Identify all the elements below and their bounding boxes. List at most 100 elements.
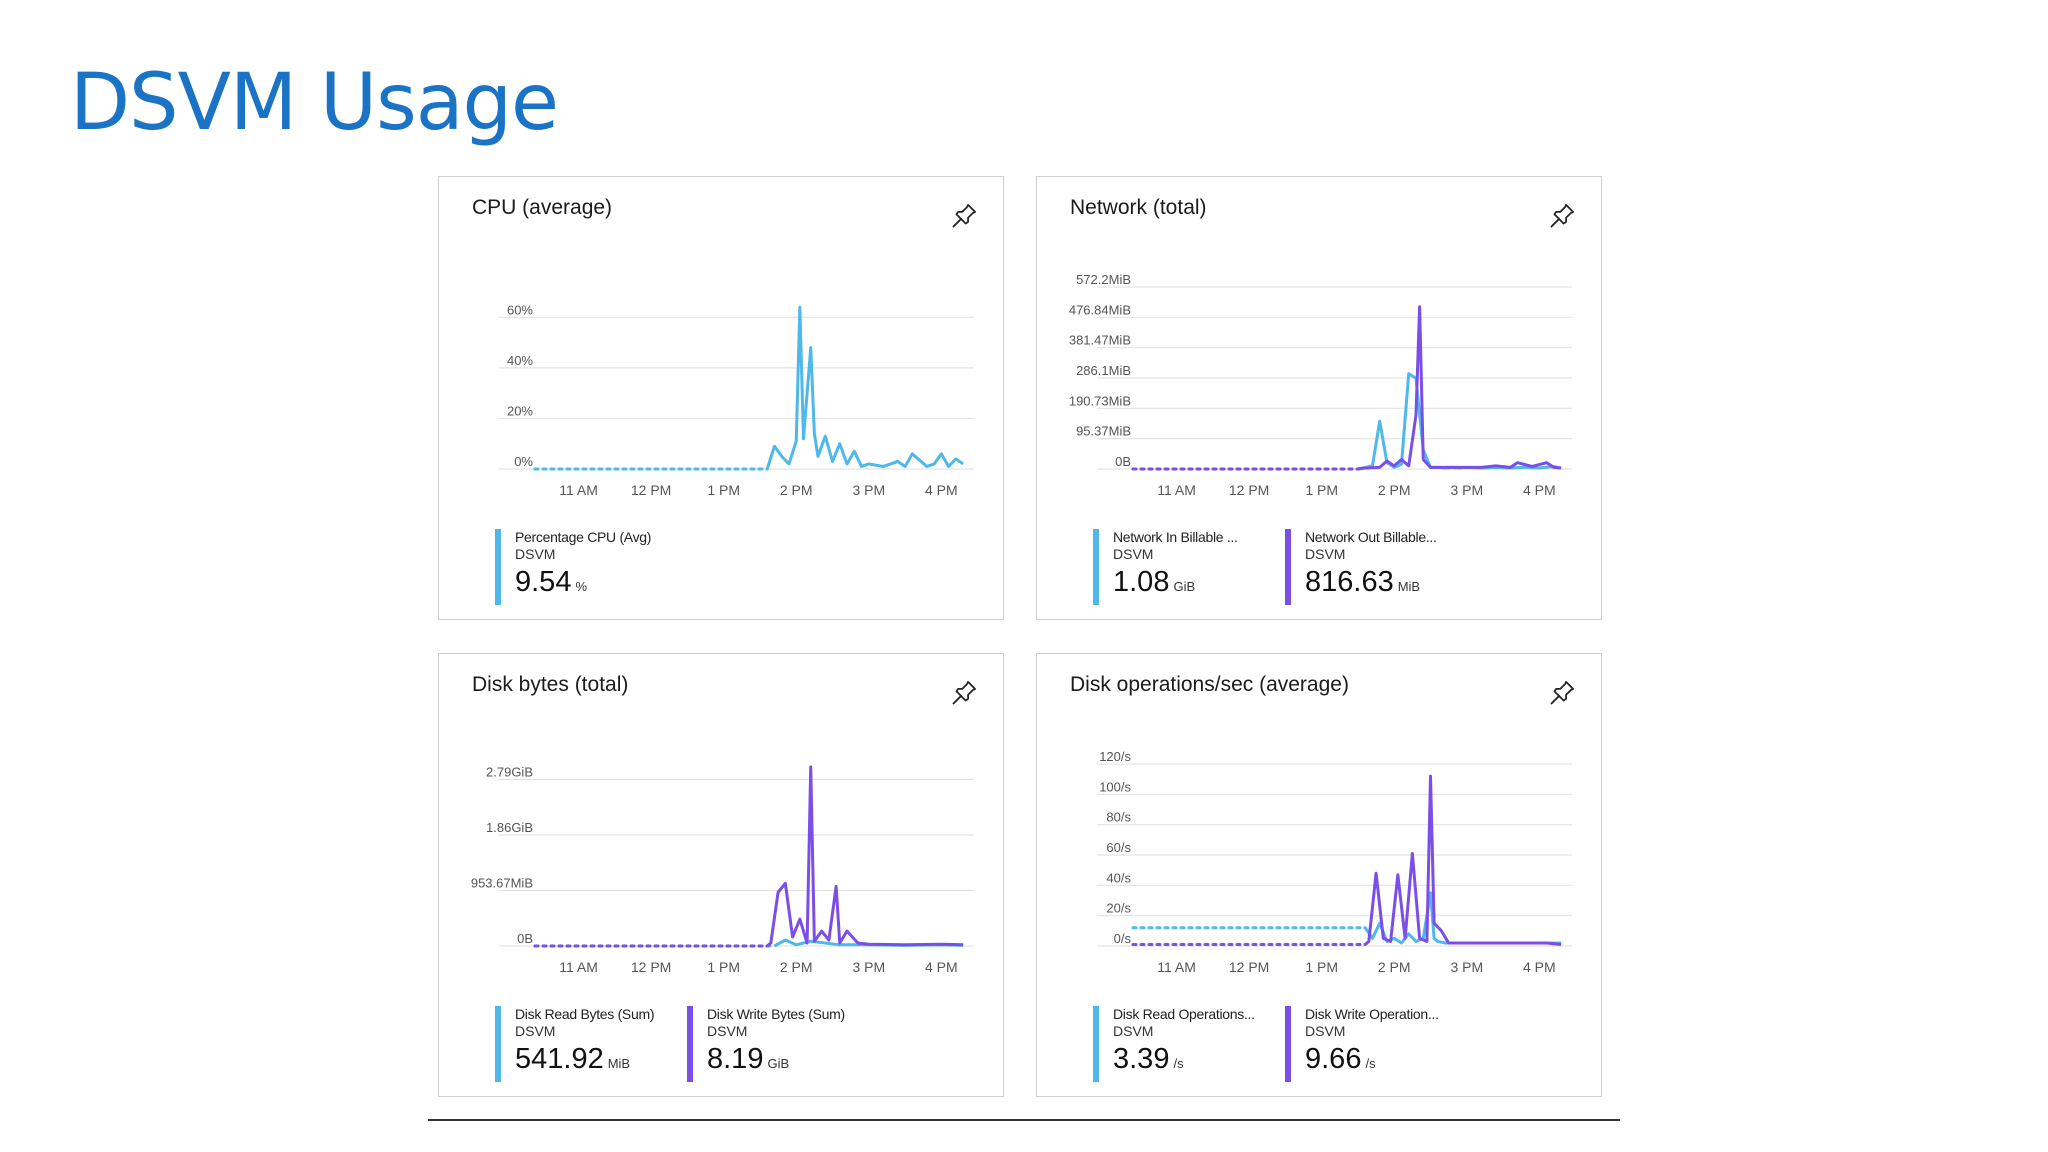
y-tick-label: 381.47MiB	[1069, 333, 1131, 348]
legend-value: 9.54%	[515, 564, 651, 605]
legend-value-unit: /s	[1365, 1056, 1376, 1071]
x-tick-label: 4 PM	[1523, 482, 1556, 498]
legend-value-number: 3.39	[1113, 1043, 1170, 1075]
y-tick-label: 0B	[1115, 454, 1131, 469]
y-tick-label: 60%	[507, 302, 533, 317]
legend-series-name: Disk Read Operations...	[1113, 1006, 1255, 1022]
legend-value-number: 9.66	[1305, 1043, 1362, 1075]
x-tick-label: 11 AM	[559, 482, 598, 498]
legend-resource-name: DSVM	[1305, 1023, 1346, 1039]
y-tick-label: 40/s	[1106, 870, 1131, 885]
y-tick-label: 100/s	[1099, 779, 1131, 794]
disk-bytes-chart-card[interactable]: Disk bytes (total) 0B 953.67MiB 1.86GiB 2.7…	[438, 653, 1004, 1097]
pin-icon	[952, 204, 976, 228]
x-tick-label: 2 PM	[1378, 959, 1411, 975]
bottom-divider	[428, 1119, 1620, 1121]
x-tick-label: 11 AM	[1157, 959, 1196, 975]
pin-button[interactable]	[1545, 676, 1579, 710]
legend-value-unit: GiB	[1173, 579, 1196, 594]
cpu-chart-card[interactable]: CPU (average) 0% 20% 40% 60% 11 AM 12 PM 1 PM 2…	[438, 176, 1004, 620]
x-tick-label: 4 PM	[1523, 959, 1556, 975]
y-tick-label: 2.79GiB	[486, 765, 533, 780]
x-tick-label: 12 PM	[631, 959, 671, 975]
x-tick-label: 4 PM	[925, 482, 958, 498]
y-tick-label: 40%	[507, 353, 533, 368]
x-tick-label: 1 PM	[707, 482, 740, 498]
legend-series-name: Disk Read Bytes (Sum)	[515, 1006, 655, 1022]
x-tick-label: 1 PM	[1305, 959, 1338, 975]
y-tick-label: 0%	[514, 454, 533, 469]
legend-percentage-cpu[interactable]: Percentage CPU (Avg) DSVM 9.54%	[495, 529, 651, 605]
legend-value-unit: MiB	[1397, 579, 1421, 594]
legend-series-name: Disk Write Operation...	[1305, 1006, 1439, 1022]
series-line	[1357, 305, 1562, 471]
x-tick-label: 3 PM	[852, 959, 885, 975]
legend-value: 816.63 MiB	[1305, 564, 1437, 605]
legend-disk-read-bytes[interactable]: Disk Read Bytes (Sum) DSVM 541.92 MiB	[495, 1006, 654, 1082]
legend-value-number: 541.92	[515, 1043, 604, 1075]
legend-value-number: 1.08	[1113, 566, 1170, 598]
legend-value-number: 8.19	[707, 1043, 764, 1075]
x-tick-label: 3 PM	[852, 482, 885, 498]
x-tick-label: 1 PM	[707, 959, 740, 975]
y-tick-label: 20%	[507, 403, 533, 418]
x-tick-label: 11 AM	[1157, 482, 1196, 498]
x-tick-label: 11 AM	[559, 959, 598, 975]
pin-button[interactable]	[947, 199, 981, 233]
y-tick-label: 190.73MiB	[1069, 393, 1131, 408]
card-title: Disk operations/sec (average)	[1070, 673, 1349, 696]
y-tick-label: 20/s	[1106, 901, 1131, 916]
legend-value: 1.08 GiB	[1113, 564, 1238, 605]
disk-operations-chart-card[interactable]: Disk operations/sec (average) 0/s 20/s 40/…	[1036, 653, 1602, 1097]
x-tick-label: 2 PM	[1378, 482, 1411, 498]
x-tick-label: 1 PM	[1305, 482, 1338, 498]
series-line	[765, 305, 964, 470]
x-tick-label: 3 PM	[1450, 482, 1483, 498]
pin-icon	[1550, 204, 1574, 228]
card-title: CPU (average)	[472, 196, 613, 219]
network-chart-card[interactable]: Network (total) 0B 95.37MiB 190.73MiB 286.1…	[1036, 176, 1602, 620]
x-tick-label: 2 PM	[780, 482, 813, 498]
legend-disk-write-bytes[interactable]: Disk Write Bytes (Sum) DSVM 8.19 GiB	[687, 1006, 845, 1082]
legend-network-out[interactable]: Network Out Billable... DSVM 816.63 MiB	[1285, 529, 1437, 605]
legend-value-unit: %	[575, 579, 588, 594]
y-tick-label: 953.67MiB	[471, 876, 533, 891]
legend-value-number: 816.63	[1305, 566, 1394, 598]
pin-button[interactable]	[947, 676, 981, 710]
series-line	[1364, 774, 1562, 946]
legend-series-name: Network Out Billable...	[1305, 529, 1437, 545]
legend-resource-name: DSVM	[707, 1023, 748, 1039]
y-tick-label: 572.2MiB	[1076, 272, 1131, 287]
x-tick-label: 12 PM	[1229, 959, 1269, 975]
y-tick-label: 80/s	[1106, 810, 1131, 825]
legend-resource-name: DSVM	[515, 1023, 556, 1039]
cpu-line-chart: 0% 20% 40% 60% 11 AM 12 PM 1 PM 2 PM 3 PM 4 PM	[499, 302, 974, 498]
legend-resource-name: DSVM	[1113, 1023, 1154, 1039]
page-title: DSVM Usage	[70, 58, 559, 148]
y-tick-label: 1.86GiB	[486, 820, 533, 835]
legend-resource-name: DSVM	[1305, 546, 1346, 562]
legend-series-name: Disk Write Bytes (Sum)	[707, 1006, 845, 1022]
legend-value: 541.92 MiB	[515, 1041, 654, 1082]
y-tick-label: 60/s	[1106, 840, 1131, 855]
x-tick-label: 2 PM	[780, 959, 813, 975]
legend-value: 8.19 GiB	[707, 1041, 845, 1082]
x-tick-label: 4 PM	[925, 959, 958, 975]
legend-value-number: 9.54	[515, 566, 572, 598]
legend-value-unit: /s	[1173, 1056, 1184, 1071]
y-tick-label: 95.37MiB	[1076, 424, 1131, 439]
disk-bytes-line-chart: 0B 953.67MiB 1.86GiB 2.79GiB 11 AM 12 PM 1 PM 2…	[471, 765, 974, 975]
legend-disk-write-operations[interactable]: Disk Write Operation... DSVM 9.66/s	[1285, 1006, 1439, 1082]
disk-operations-line-chart: 0/s 20/s 40/s 60/s 80/s 100/s 120/s 11 AM 12 PM 1…	[1097, 749, 1572, 975]
y-tick-label: 0B	[517, 931, 533, 946]
legend-network-in[interactable]: Network In Billable ... DSVM 1.08 GiB	[1093, 529, 1238, 605]
card-title: Disk bytes (total)	[472, 673, 629, 696]
pin-button[interactable]	[1545, 199, 1579, 233]
x-tick-label: 3 PM	[1450, 959, 1483, 975]
y-tick-label: 0/s	[1114, 931, 1132, 946]
legend-value-unit: MiB	[607, 1056, 631, 1071]
legend-value: 3.39/s	[1113, 1041, 1255, 1082]
legend-value: 9.66/s	[1305, 1041, 1439, 1082]
legend-disk-read-operations[interactable]: Disk Read Operations... DSVM 3.39/s	[1093, 1006, 1255, 1082]
y-tick-label: 120/s	[1099, 749, 1131, 764]
